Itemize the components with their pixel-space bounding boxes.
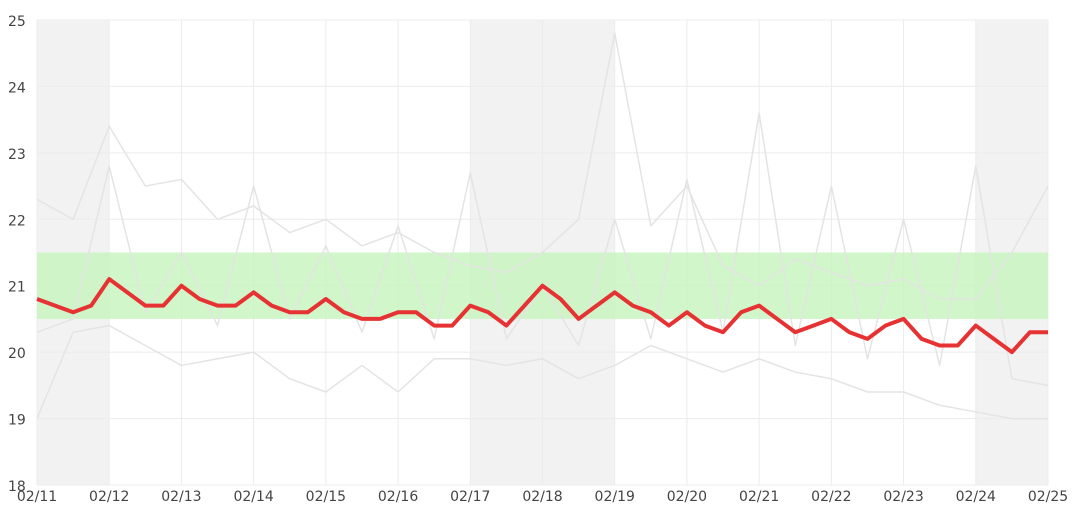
y-tick-label: 18 xyxy=(8,479,26,495)
x-tick-label: 02/13 xyxy=(161,489,201,505)
x-tick-label: 02/11 xyxy=(17,489,57,505)
x-tick-label: 02/16 xyxy=(378,489,418,505)
background-line xyxy=(36,32,1049,300)
y-tick-label: 22 xyxy=(8,213,26,229)
x-tick-label: 02/20 xyxy=(667,489,707,505)
y-tick-label: 23 xyxy=(8,147,26,163)
x-tick-label: 02/24 xyxy=(956,489,996,505)
x-tick-label: 02/12 xyxy=(89,489,129,505)
y-tick-label: 24 xyxy=(8,80,26,96)
y-tick-label: 19 xyxy=(8,413,26,429)
y-tick-label: 20 xyxy=(8,346,26,362)
x-tick-label: 02/23 xyxy=(883,489,923,505)
x-tick-label: 02/25 xyxy=(1028,489,1068,505)
x-tick-label: 02/14 xyxy=(233,489,273,505)
x-tick-label: 02/19 xyxy=(595,489,635,505)
x-tick-label: 02/21 xyxy=(739,489,779,505)
temperature-line xyxy=(36,277,1048,355)
y-tick-label: 21 xyxy=(8,280,26,296)
background-line xyxy=(36,324,1048,420)
x-tick-label: 02/18 xyxy=(522,489,562,505)
y-tick-label: 25 xyxy=(8,14,26,30)
x-tick-label: 02/17 xyxy=(450,489,490,505)
x-tick-label: 02/15 xyxy=(306,489,346,505)
x-tick-label: 02/22 xyxy=(811,489,851,505)
